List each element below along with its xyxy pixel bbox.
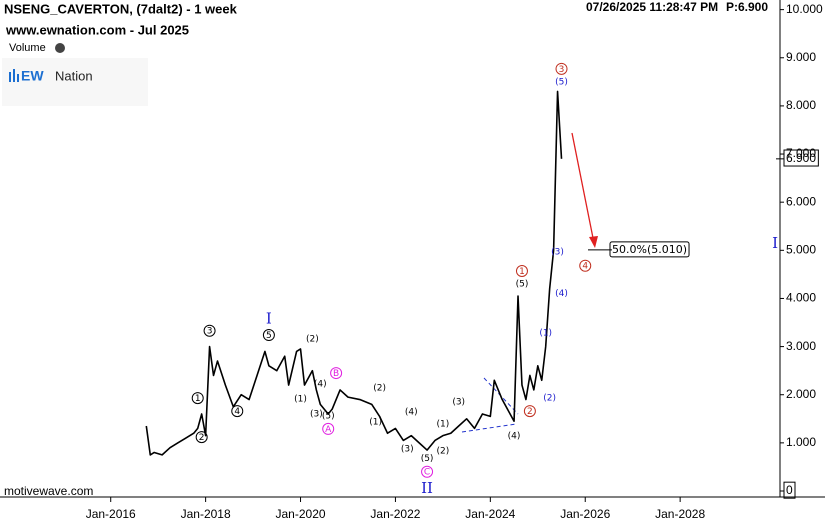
wave-label: (1) [539,329,552,339]
wave-label: 3 [207,327,213,337]
x-tick-label: Jan-2022 [370,507,420,521]
wave-label: (1) [369,418,382,428]
wave-label: A [325,425,332,435]
wave-label: (2) [543,394,556,404]
wave-label: B [333,369,339,379]
y-tick-label: 1.000 [786,435,816,449]
x-tick-label: Jan-2020 [276,507,326,521]
wave-label: (3) [310,409,323,419]
wave-label: I [266,310,272,328]
wave-circle [262,329,275,342]
fib-label: 50.0%(5.010) [612,243,687,256]
wave-label: 5 [266,331,272,341]
wave-label: 1 [519,267,525,277]
wave-label: (1) [294,395,307,405]
wave-label: (5) [322,411,335,421]
fib-label-box [609,241,690,258]
logo-text: Nation [55,68,93,83]
y-tick-label: 4.000 [786,291,816,305]
y-tick-label: 3.000 [786,339,816,353]
timestamp: 07/26/2025 11:28:47 PM [586,0,718,14]
wave-label: (5) [516,280,529,290]
y-tick-label: 6.000 [786,194,816,208]
price-line [145,90,563,456]
wave-label: (3) [401,445,414,455]
wave-label: (2) [306,334,319,344]
settings-icon[interactable] [55,43,65,53]
wave-label: 4 [582,262,588,272]
wave-label: 4 [234,407,240,417]
wave-label: (5) [421,454,434,464]
wave-circle [330,367,343,380]
logo-icon [9,69,19,82]
wave-circle [203,324,216,337]
y-tick-label: 9.000 [786,50,816,64]
wave-label: (4) [405,408,418,418]
projection-arrow [571,132,598,248]
logo-mark: EW [21,68,44,84]
chart-title: NSENG_CAVERTON, (7dalt2) - 1 week [4,1,238,16]
footer: motivewave.com [4,484,93,498]
x-tick-label: Jan-2028 [655,507,705,521]
wave-label: (3) [452,397,465,407]
y-tick-label: 8.000 [786,98,816,112]
y-tick-label: 10.000 [786,2,823,16]
wave-label: (4) [508,432,521,442]
wave-circle [555,62,568,75]
y-tick-label: 0 [786,483,793,497]
logo-box [2,58,148,106]
wave-label: (2) [437,447,450,457]
last-price-label: 6.900 [786,151,816,165]
x-tick-label: Jan-2026 [560,507,610,521]
wave-label: 3 [559,65,565,75]
y-tick-label: 5.000 [786,242,816,256]
wave-label: (1) [437,420,450,430]
price-text: P:6.900 [726,0,768,14]
wave-circle [421,465,434,478]
wave-circle [322,422,335,435]
wave-label: 2 [527,407,533,417]
wave-label: (3) [551,247,564,257]
last-price-box [783,149,819,167]
wave-circle [523,405,536,418]
wave-label: (4) [555,289,568,299]
wave-circle [191,392,204,405]
wave-label: I [772,234,778,252]
wave-label: C [424,468,430,478]
wave-label: 1 [195,394,201,404]
x-tick-label: Jan-2024 [465,507,515,521]
chart-subtitle: www.ewnation.com - Jul 2025 [5,22,189,37]
x-tick-label: Jan-2016 [86,507,136,521]
wave-circle [515,265,528,278]
wave-label: (2) [373,383,386,393]
volume-label: Volume [9,42,46,54]
y-tick-label: 2.000 [786,387,816,401]
wave-circle [231,405,244,418]
x-tick-label: Jan-2018 [181,507,231,521]
wave-circle [195,431,208,444]
y-tick-label-box [783,481,796,499]
wave-label: (5) [555,77,568,87]
wave-label: 2 [199,433,205,443]
wave-label: II [421,479,433,497]
wave-label: (4) [314,380,327,390]
wave-circle [579,259,592,272]
